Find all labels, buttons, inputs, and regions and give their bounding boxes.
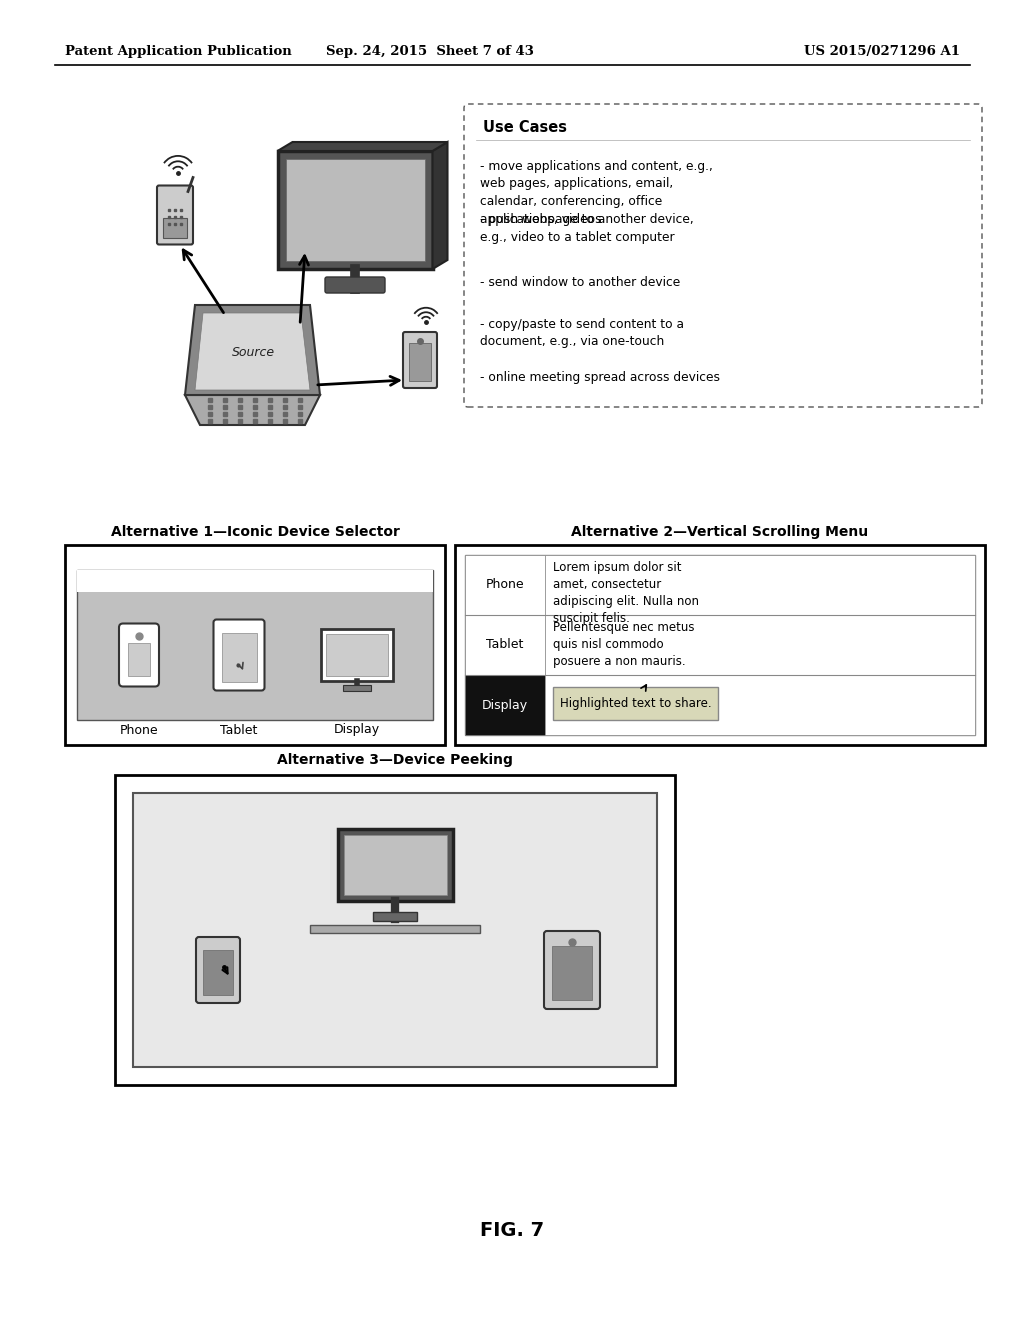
- Text: Phone: Phone: [120, 723, 159, 737]
- FancyBboxPatch shape: [157, 186, 193, 244]
- Text: Tablet: Tablet: [486, 639, 523, 652]
- Bar: [343, 685, 371, 690]
- Text: - push webpage to another device,
e.g., video to a tablet computer: - push webpage to another device, e.g., …: [480, 213, 693, 243]
- FancyBboxPatch shape: [544, 931, 600, 1008]
- Bar: [286, 158, 425, 261]
- Bar: [373, 912, 417, 921]
- Bar: [465, 554, 545, 615]
- Polygon shape: [185, 395, 319, 425]
- Text: FIG. 7: FIG. 7: [480, 1221, 544, 1239]
- Text: Highlighted text to share.: Highlighted text to share.: [560, 697, 712, 710]
- Bar: [465, 554, 975, 735]
- Bar: [221, 632, 256, 681]
- Text: Sep. 24, 2015  Sheet 7 of 43: Sep. 24, 2015 Sheet 7 of 43: [326, 45, 534, 58]
- Text: Use Cases: Use Cases: [483, 120, 567, 136]
- Text: US 2015/0271296 A1: US 2015/0271296 A1: [804, 45, 961, 58]
- Polygon shape: [432, 143, 447, 269]
- Bar: [310, 925, 480, 933]
- Bar: [128, 643, 150, 676]
- Text: Display: Display: [482, 698, 528, 711]
- Bar: [326, 634, 388, 676]
- FancyBboxPatch shape: [464, 104, 982, 407]
- Bar: [163, 218, 187, 238]
- Text: Tablet: Tablet: [220, 723, 258, 737]
- Polygon shape: [195, 313, 310, 389]
- FancyBboxPatch shape: [403, 333, 437, 388]
- Text: - move applications and content, e.g.,
web pages, applications, email,
calendar,: - move applications and content, e.g., w…: [480, 160, 713, 226]
- Bar: [552, 946, 592, 1001]
- Text: Alternative 3—Device Peeking: Alternative 3—Device Peeking: [278, 752, 513, 767]
- Bar: [545, 615, 975, 675]
- Text: Patent Application Publication: Patent Application Publication: [65, 45, 292, 58]
- FancyBboxPatch shape: [213, 619, 264, 690]
- Text: Lorem ipsum dolor sit
amet, consectetur
adipiscing elit. Nulla non
suscipit feli: Lorem ipsum dolor sit amet, consectetur …: [553, 561, 699, 624]
- Bar: [465, 675, 545, 735]
- Bar: [77, 570, 433, 719]
- Text: Source: Source: [231, 346, 274, 359]
- Bar: [455, 545, 985, 744]
- Text: - online meeting spread across devices: - online meeting spread across devices: [480, 371, 720, 384]
- Bar: [133, 793, 657, 1067]
- FancyBboxPatch shape: [196, 937, 240, 1003]
- Text: Alternative 1—Iconic Device Selector: Alternative 1—Iconic Device Selector: [111, 525, 399, 539]
- Bar: [203, 950, 233, 995]
- Bar: [344, 836, 447, 895]
- Polygon shape: [278, 150, 432, 269]
- Bar: [77, 570, 433, 591]
- Bar: [115, 775, 675, 1085]
- Bar: [545, 675, 975, 735]
- Bar: [409, 343, 431, 381]
- FancyBboxPatch shape: [325, 277, 385, 293]
- Text: Phone: Phone: [485, 578, 524, 591]
- Bar: [65, 545, 445, 744]
- Polygon shape: [278, 143, 447, 150]
- Text: Pellentesque nec metus
quis nisl commodo
posuere a non mauris.: Pellentesque nec metus quis nisl commodo…: [553, 620, 694, 668]
- Bar: [338, 829, 453, 902]
- Bar: [545, 554, 975, 615]
- Text: - copy/paste to send content to a
document, e.g., via one-touch: - copy/paste to send content to a docume…: [480, 318, 684, 348]
- FancyBboxPatch shape: [119, 623, 159, 686]
- Text: Display: Display: [334, 723, 380, 737]
- Bar: [553, 686, 718, 719]
- Polygon shape: [185, 305, 319, 395]
- Text: - send window to another device: - send window to another device: [480, 276, 680, 289]
- Text: Alternative 2—Vertical Scrolling Menu: Alternative 2—Vertical Scrolling Menu: [571, 525, 868, 539]
- Bar: [465, 615, 545, 675]
- Bar: [321, 630, 393, 681]
